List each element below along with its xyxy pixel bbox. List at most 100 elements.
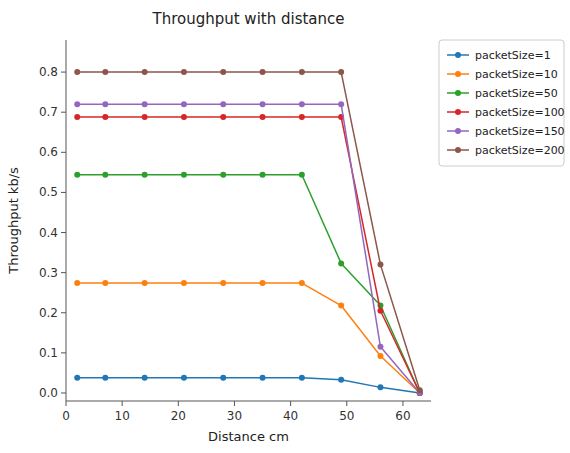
series-point [377,353,383,359]
series-point [299,114,305,120]
series-point [220,101,226,107]
series-point [299,172,305,178]
y-axis-line [66,40,67,401]
series-point [142,280,148,286]
legend-label: packetSize=50 [475,87,558,100]
series-point [181,375,187,381]
legend-label: packetSize=1 [475,49,551,62]
series-point [338,69,344,75]
series-point [74,114,80,120]
series-point [102,101,108,107]
x-tick-label: 30 [227,409,242,423]
series-point [74,101,80,107]
series-point [181,280,187,286]
series-point [260,101,266,107]
series-line [77,283,420,393]
y-tick [61,72,66,73]
x-tick [290,401,291,406]
series-point [102,375,108,381]
x-tick [66,401,67,406]
legend-marker [455,52,461,58]
series-point [74,375,80,381]
y-tick-label: 0.8 [39,65,58,79]
legend-marker [455,71,461,77]
y-tick-label: 0.4 [39,226,58,240]
series-point [260,114,266,120]
legend-marker [455,90,461,96]
series-point [338,101,344,107]
series-point [377,308,383,314]
x-tick [346,401,347,406]
legend-label: packetSize=10 [475,68,558,81]
series-point [299,101,305,107]
legend-label: packetSize=150 [475,125,565,138]
series-line [77,104,420,393]
series-point [338,377,344,383]
y-tick-label: 0.7 [39,105,58,119]
series-point [338,260,344,266]
series-point [181,101,187,107]
series-point [74,69,80,75]
y-tick-label: 0.5 [39,185,58,199]
legend-marker [455,109,461,115]
legend-marker [455,147,461,153]
series-point [181,69,187,75]
series-point [299,69,305,75]
series-point [181,114,187,120]
y-axis-label: Throughput kb/s [6,167,21,275]
series-point [142,375,148,381]
series-point [220,172,226,178]
series-point [299,375,305,381]
series-point [260,280,266,286]
x-tick-label: 20 [171,409,186,423]
y-tick [61,232,66,233]
series-point [417,387,423,393]
x-tick-label: 10 [115,409,130,423]
legend-label: packetSize=200 [475,144,565,157]
series-point [220,375,226,381]
y-tick [61,112,66,113]
y-tick-label: 0.1 [39,346,58,360]
y-tick-label: 0.6 [39,145,58,159]
series-point [338,303,344,309]
series-point [220,280,226,286]
x-tick [234,401,235,406]
series-point [102,114,108,120]
series-point [102,172,108,178]
series-point [102,280,108,286]
y-tick [61,392,66,393]
series-point [260,172,266,178]
y-tick [61,272,66,273]
series-point [142,114,148,120]
series-point [220,69,226,75]
legend-label: packetSize=100 [475,106,565,119]
series-line [77,378,420,393]
x-tick [122,401,123,406]
series-point [142,172,148,178]
y-tick [61,352,66,353]
x-axis-label: Distance cm [208,429,289,444]
y-tick-label: 0.3 [39,266,58,280]
legend-box [439,40,564,166]
x-tick [178,401,179,406]
y-tick [61,312,66,313]
y-tick [61,152,66,153]
title: Throughput with distance [151,10,344,28]
y-tick-label: 0.0 [39,386,58,400]
plot-area [74,69,423,396]
series-point [299,280,305,286]
series-point [181,172,187,178]
series-line [77,117,420,393]
series-point [377,344,383,350]
series-point [74,172,80,178]
series-point [142,101,148,107]
chart: Throughput with distance01020304050600.0… [0,0,570,453]
y-tick-label: 0.2 [39,306,58,320]
x-tick-label: 0 [62,409,70,423]
series-point [74,280,80,286]
series-point [377,262,383,268]
series-line [77,72,420,390]
series-point [260,375,266,381]
y-tick [61,192,66,193]
x-tick-label: 50 [339,409,354,423]
